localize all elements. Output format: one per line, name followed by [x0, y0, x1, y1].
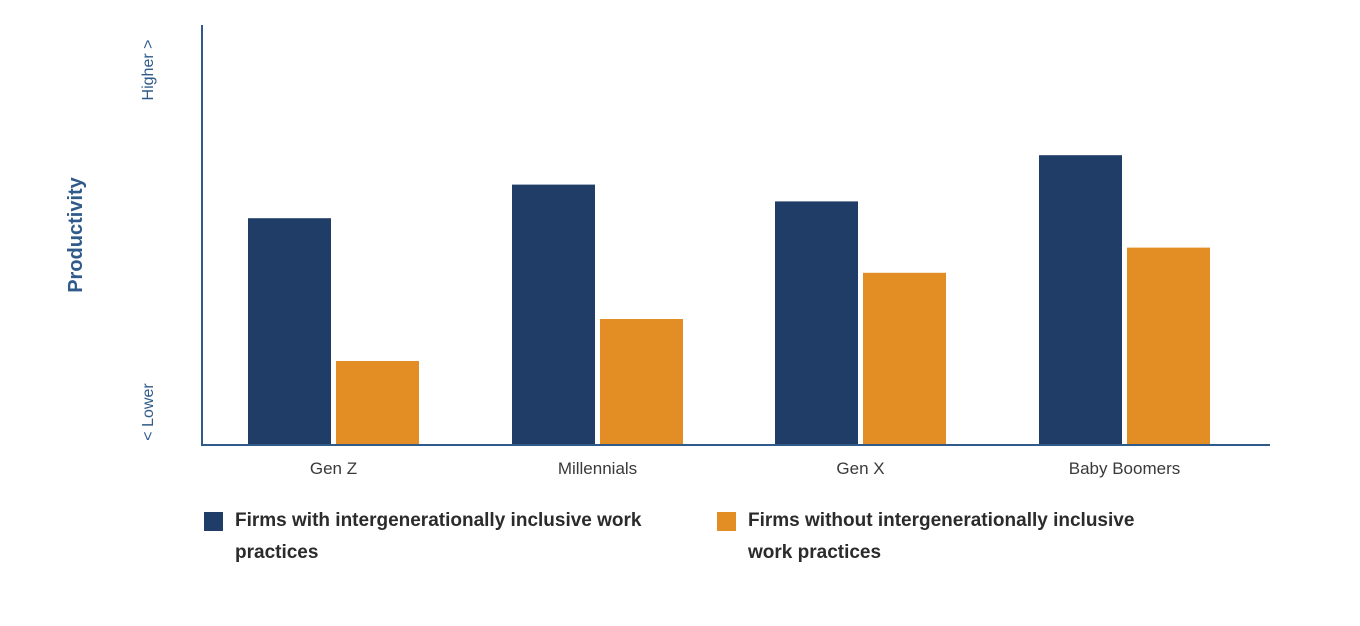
bar-with-gen-z [248, 218, 331, 445]
y-axis-title: Productivity [65, 176, 87, 292]
legend-label-without-practices: Firms without intergenerationally inclus… [748, 510, 1135, 563]
y-axis-high-label: Higher > [140, 40, 157, 101]
x-tick-labels: Gen Z Millennials Gen X Baby Boomers [310, 459, 1180, 478]
bar-without-baby-boomers [1127, 247, 1210, 445]
legend-item-with-practices: Firms with intergenerationally inclusive… [204, 505, 665, 569]
x-tick-label-gen-z: Gen Z [310, 459, 357, 478]
legend-swatch-without-practices [717, 512, 736, 531]
bar-without-gen-x [863, 272, 946, 445]
bars-group [248, 155, 1210, 445]
x-tick-label-millennials: Millennials [558, 459, 637, 478]
y-axis-low-label: < Lower [140, 383, 157, 441]
bar-with-gen-x [775, 201, 858, 445]
x-tick-label-gen-x: Gen X [836, 459, 884, 478]
x-tick-label-baby-boomers: Baby Boomers [1069, 459, 1181, 478]
legend-item-without-practices: Firms without intergenerationally inclus… [717, 505, 1178, 569]
bar-without-millennials [600, 319, 683, 445]
bar-with-baby-boomers [1039, 155, 1122, 445]
bar-with-millennials [512, 184, 595, 445]
legend-swatch-with-practices [204, 512, 223, 531]
bar-without-gen-z [336, 361, 419, 445]
legend-label-with-practices: Firms with intergenerationally inclusive… [235, 510, 642, 563]
